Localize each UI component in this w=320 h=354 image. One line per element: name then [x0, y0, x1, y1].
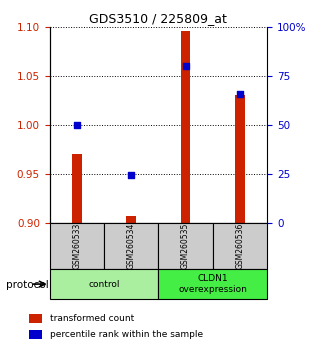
Text: percentile rank within the sample: percentile rank within the sample: [50, 330, 203, 339]
Bar: [50, 269, 158, 299]
Text: GSM260535: GSM260535: [181, 223, 190, 269]
Text: protocol: protocol: [6, 280, 49, 290]
Text: GSM260533: GSM260533: [72, 223, 81, 269]
Bar: [158, 269, 267, 299]
Text: CLDN1
overexpression: CLDN1 overexpression: [178, 274, 247, 294]
Text: transformed count: transformed count: [50, 314, 134, 323]
Bar: [158, 223, 213, 269]
Bar: [50, 223, 104, 269]
Title: GDS3510 / 225809_at: GDS3510 / 225809_at: [90, 12, 227, 25]
Text: GSM260534: GSM260534: [127, 223, 136, 269]
Bar: [235, 95, 245, 223]
Bar: [104, 223, 158, 269]
Point: [237, 91, 243, 97]
Bar: [213, 223, 267, 269]
Bar: [126, 216, 136, 223]
Bar: [181, 32, 190, 223]
Bar: [72, 154, 82, 223]
Point: [183, 63, 188, 69]
Point: [74, 122, 79, 128]
Text: control: control: [88, 280, 120, 289]
Point: [129, 172, 134, 178]
Text: GSM260536: GSM260536: [236, 223, 244, 269]
